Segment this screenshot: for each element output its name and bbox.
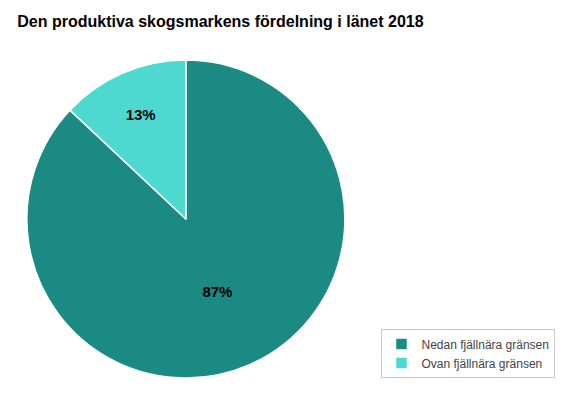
svg-text:Ovan fjällnära gränsen: Ovan fjällnära gränsen (422, 357, 543, 371)
svg-text:Nedan fjällnära gränsen: Nedan fjällnära gränsen (422, 338, 549, 352)
svg-text:87%: 87% (202, 283, 232, 300)
svg-text:Den produktiva skogsmarkens fö: Den produktiva skogsmarkens fördelning i… (17, 13, 423, 30)
svg-text:13%: 13% (126, 106, 156, 123)
